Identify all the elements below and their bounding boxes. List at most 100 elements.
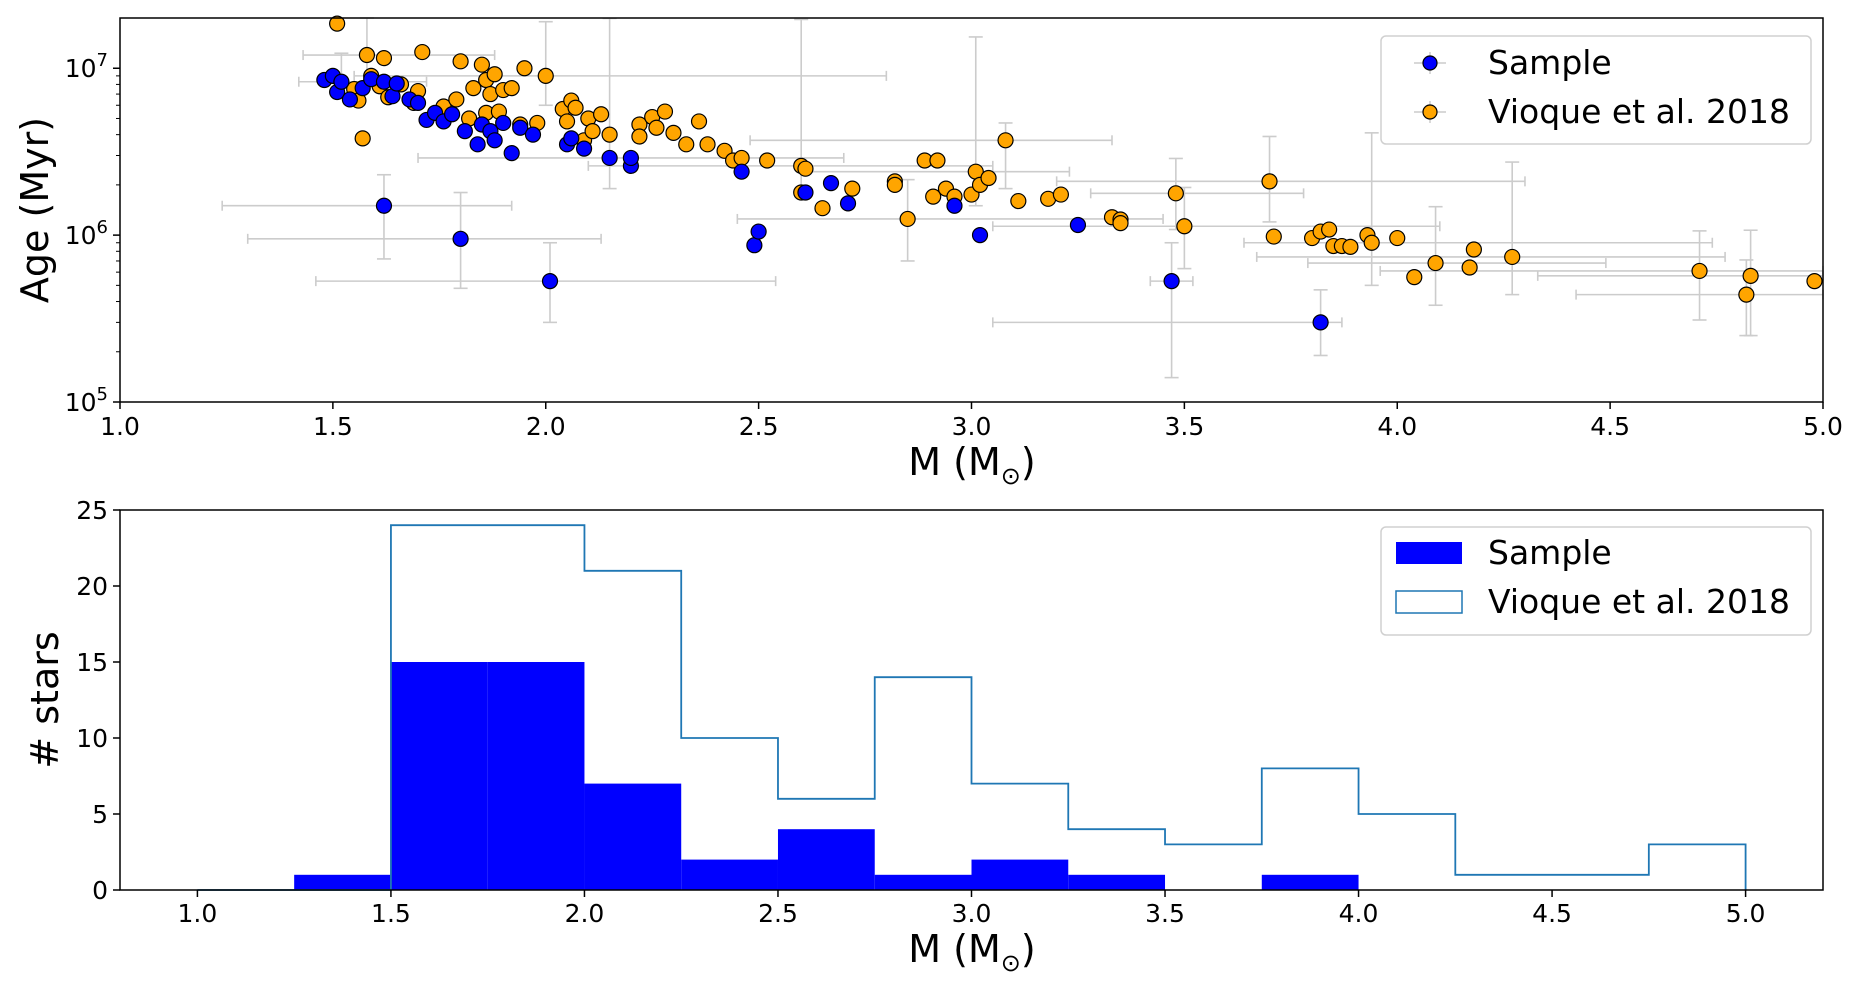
- vioque-point: [648, 119, 665, 136]
- y-tick-label: 25: [76, 496, 108, 525]
- y-tick-label: 15: [76, 648, 108, 677]
- vioque-point: [584, 123, 601, 140]
- y-tick-label: 10: [76, 724, 108, 753]
- sample-point: [601, 149, 618, 167]
- vioque-point: [1738, 286, 1755, 303]
- vioque-point: [886, 176, 903, 193]
- errorbar: [1055, 135, 1526, 223]
- legend-label-hist-sample: Sample: [1488, 533, 1612, 572]
- mass-histogram-panel: 1.0 1.5 2.0 2.5 3.0 3.5 4.0 4.5 5.0 0 5 10 15 20 25 M…: [23, 496, 1824, 977]
- vioque-point: [1321, 221, 1338, 238]
- vioque-point: [329, 15, 346, 32]
- sample-hist-bar: [294, 874, 391, 890]
- x-tick-label: 4.0: [1339, 899, 1379, 928]
- vioque-point: [814, 200, 831, 217]
- x-tick-label: 3.5: [1164, 412, 1204, 441]
- legend-patch-sample: [1396, 542, 1462, 564]
- x-tick-label: 2.0: [565, 899, 605, 928]
- vioque-point: [537, 67, 554, 84]
- sample-point: [524, 126, 542, 143]
- x-tick-label: 2.0: [526, 412, 566, 441]
- vioque-point: [899, 210, 916, 228]
- sample-point: [541, 273, 559, 290]
- vioque-point: [1261, 173, 1278, 190]
- errorbar: [1536, 229, 1824, 337]
- x-tick-label: 5.0: [1803, 412, 1843, 441]
- x-tick-label: 3.5: [1145, 899, 1185, 928]
- vioque-point: [797, 160, 814, 177]
- y-tick-label: 107: [65, 50, 108, 83]
- sample-point: [575, 140, 593, 157]
- legend-marker-vioque: [1422, 104, 1438, 120]
- sample-point: [622, 149, 640, 167]
- sample-hist-bar: [681, 859, 778, 890]
- sample-point: [797, 184, 814, 201]
- bottom-x-axis-label: M (M⊙): [908, 927, 1035, 977]
- x-tick-label: 1.5: [313, 412, 353, 441]
- vioque-point: [601, 126, 618, 143]
- top-y-ticks: 105 106 107: [65, 50, 120, 417]
- sample-point: [1312, 314, 1329, 331]
- vioque-point: [1176, 218, 1193, 235]
- vioque-point: [1742, 267, 1759, 284]
- vioque-point: [690, 113, 708, 130]
- vioque-point: [844, 180, 861, 197]
- legend-marker-sample: [1422, 55, 1438, 71]
- sample-point: [333, 73, 350, 90]
- sample-point: [971, 227, 989, 244]
- vioque-point: [558, 113, 576, 130]
- vioque-point: [678, 136, 695, 153]
- x-tick-label: 5.0: [1726, 899, 1766, 928]
- vioque-point: [465, 80, 482, 97]
- sample-point: [486, 132, 503, 149]
- vioque-point: [1465, 241, 1482, 258]
- x-tick-label: 4.0: [1377, 412, 1417, 441]
- errorbar: [1307, 205, 1607, 307]
- vioque-point: [1342, 238, 1359, 255]
- sample-point: [469, 136, 486, 153]
- sample-point: [443, 106, 461, 123]
- vioque-point: [980, 169, 997, 187]
- errorbar: [221, 173, 513, 260]
- errorbar: [991, 289, 1343, 357]
- x-tick-label: 2.5: [739, 412, 779, 441]
- sample-hist-bar: [971, 859, 1069, 890]
- y-tick-label: 106: [65, 217, 108, 250]
- sample-point: [1069, 216, 1087, 234]
- top-legend-frame: [1380, 35, 1812, 145]
- legend-label-hist-vioque: Vioque et al. 2018: [1488, 582, 1790, 621]
- vioque-point: [448, 91, 465, 108]
- y-tick-label: 105: [65, 384, 108, 417]
- vioque-point: [1363, 234, 1380, 251]
- y-tick-label: 20: [76, 572, 108, 601]
- vioque-point: [414, 43, 431, 61]
- vioque-point: [1806, 273, 1823, 290]
- sample-hist-bar: [487, 662, 585, 890]
- vioque-point: [1691, 262, 1708, 280]
- vioque-point: [1265, 228, 1282, 245]
- sample-hist-bar: [777, 829, 875, 890]
- vioque-point: [567, 99, 584, 116]
- vioque-point: [354, 130, 371, 147]
- sample-point: [456, 123, 473, 140]
- vioque-point: [925, 188, 942, 205]
- vioque-point: [1112, 215, 1129, 232]
- sample-point: [503, 145, 520, 162]
- x-tick-label: 2.5: [758, 899, 798, 928]
- x-tick-label: 1.0: [178, 899, 218, 928]
- sample-hist-bar: [874, 874, 972, 890]
- y-tick-label: 5: [92, 800, 108, 829]
- legend-label-sample: Sample: [1488, 43, 1612, 82]
- vioque-point: [631, 128, 648, 145]
- vioque-point: [1461, 259, 1478, 276]
- sample-point: [375, 197, 393, 214]
- vioque-point: [1427, 254, 1444, 272]
- sample-point: [839, 195, 857, 212]
- bottom-x-ticks: 1.0 1.5 2.0 2.5 3.0 3.5 4.0 4.5 5.0: [178, 890, 1766, 928]
- sample-point: [750, 223, 767, 240]
- sample-point: [746, 237, 763, 254]
- x-tick-label: 4.5: [1532, 899, 1572, 928]
- vioque-point: [473, 56, 490, 73]
- sample-point: [822, 174, 840, 192]
